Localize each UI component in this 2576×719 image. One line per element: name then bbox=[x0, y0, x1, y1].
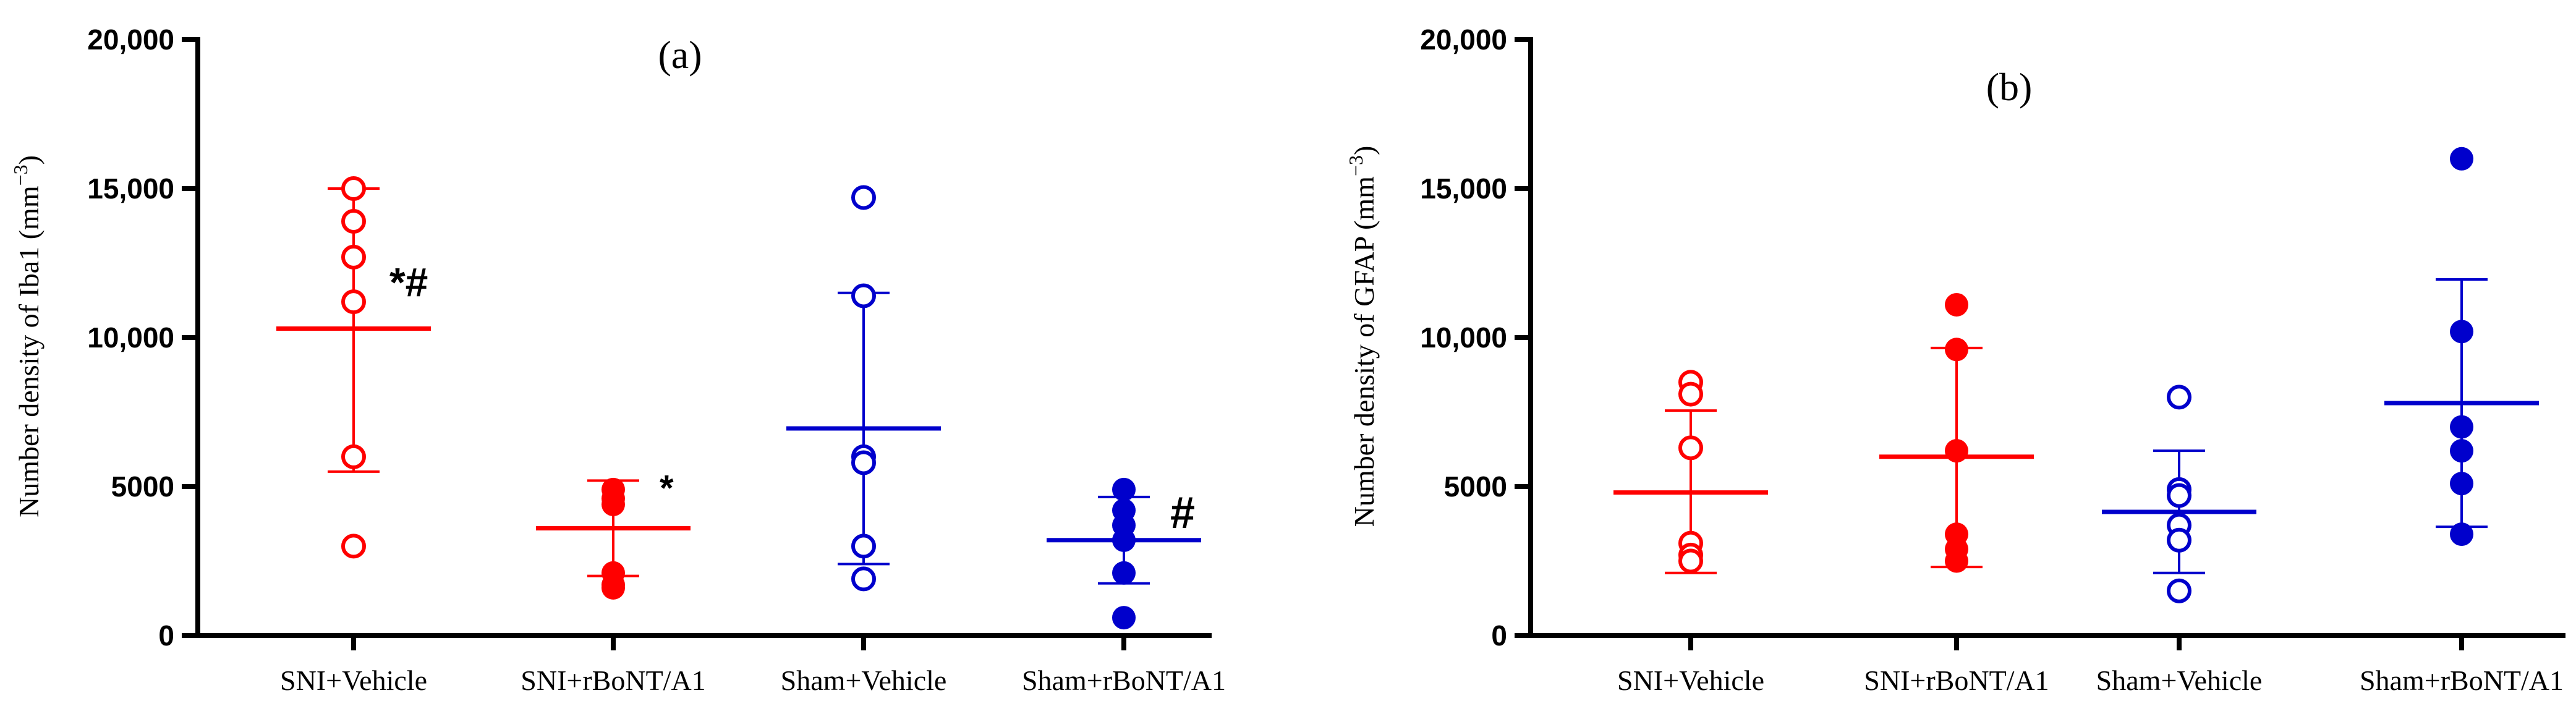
data-point bbox=[2450, 472, 2473, 496]
y-axis-label: Number density of GFAP (mm−3) bbox=[1345, 146, 1380, 527]
y-tick-label: 20,000 bbox=[87, 23, 174, 56]
data-point bbox=[1678, 548, 1703, 574]
data-point bbox=[341, 244, 366, 270]
data-point bbox=[1112, 528, 1136, 552]
data-point bbox=[341, 534, 366, 559]
x-tick-label: SNI+rBoNT/A1 bbox=[1864, 665, 2049, 696]
significance-mark: # bbox=[1170, 488, 1195, 538]
data-point bbox=[1945, 292, 1968, 317]
series-group: *# bbox=[276, 176, 431, 559]
panel-b: (b) Number density of GFAP (mm−3) 0 5000 1… bbox=[1345, 23, 2565, 696]
data-point bbox=[851, 534, 876, 559]
data-point bbox=[341, 176, 366, 201]
y-tick-label: 5000 bbox=[111, 470, 174, 503]
x-tick-label: Sham+rBoNT/A1 bbox=[2360, 665, 2564, 696]
data-point bbox=[851, 185, 876, 210]
data-point bbox=[2450, 415, 2473, 439]
data-point bbox=[1945, 439, 1968, 463]
data-point bbox=[341, 444, 366, 469]
data-point bbox=[851, 450, 876, 475]
x-tick-label: SNI+rBoNT/A1 bbox=[521, 665, 705, 696]
x-tick-label: SNI+Vehicle bbox=[280, 665, 427, 696]
data-point bbox=[2450, 439, 2473, 463]
series-group: * bbox=[536, 468, 691, 600]
significance-mark: *# bbox=[389, 260, 428, 305]
y-tick-label: 20,000 bbox=[1420, 23, 1507, 56]
y-tick-label: 10,000 bbox=[87, 321, 174, 354]
data-point bbox=[2167, 385, 2191, 410]
data-point bbox=[2450, 522, 2473, 547]
data-point bbox=[601, 576, 625, 600]
x-tick-label: Sham+Vehicle bbox=[781, 665, 947, 696]
data-point bbox=[2167, 527, 2191, 553]
y-axis-label: Number density of Iba1 (mm−3) bbox=[9, 155, 45, 517]
data-point bbox=[1112, 606, 1136, 630]
data-point bbox=[1112, 561, 1136, 585]
data-point bbox=[1945, 338, 1968, 362]
y-tick-label: 0 bbox=[158, 619, 174, 652]
y-tick-label: 0 bbox=[1491, 619, 1507, 652]
data-point bbox=[1678, 381, 1703, 407]
data-point bbox=[341, 289, 366, 315]
series-group: # bbox=[1047, 477, 1201, 630]
series-group bbox=[786, 185, 941, 592]
panel-a: (a) Number density of Iba1 (mm−3) 0 5000 1… bbox=[9, 23, 1226, 696]
y-tick-label: 15,000 bbox=[87, 172, 174, 205]
series-group bbox=[1613, 370, 1768, 574]
series-group bbox=[1879, 292, 2034, 573]
y-tick-label: 10,000 bbox=[1420, 321, 1507, 354]
series-group bbox=[2384, 147, 2539, 547]
data-point bbox=[2167, 578, 2191, 603]
data-point bbox=[851, 283, 876, 308]
data-point bbox=[1112, 477, 1136, 501]
data-point bbox=[851, 566, 876, 592]
significance-mark: * bbox=[660, 468, 674, 508]
data-point bbox=[2450, 147, 2473, 171]
x-tick-label: Sham+rBoNT/A1 bbox=[1022, 665, 1226, 696]
data-point bbox=[1678, 435, 1703, 461]
data-point bbox=[2167, 483, 2191, 508]
x-tick-label: SNI+Vehicle bbox=[1617, 665, 1764, 696]
data-point bbox=[341, 209, 366, 234]
data-point bbox=[1945, 549, 1968, 573]
y-tick-label: 5000 bbox=[1444, 470, 1507, 503]
data-point bbox=[601, 492, 625, 516]
data-point bbox=[2450, 320, 2473, 344]
x-tick-label: Sham+Vehicle bbox=[2096, 665, 2263, 696]
panel-title: (b) bbox=[1986, 65, 2033, 109]
y-tick-label: 15,000 bbox=[1420, 172, 1507, 205]
panel-title: (a) bbox=[658, 33, 702, 77]
series-group bbox=[2102, 385, 2256, 603]
